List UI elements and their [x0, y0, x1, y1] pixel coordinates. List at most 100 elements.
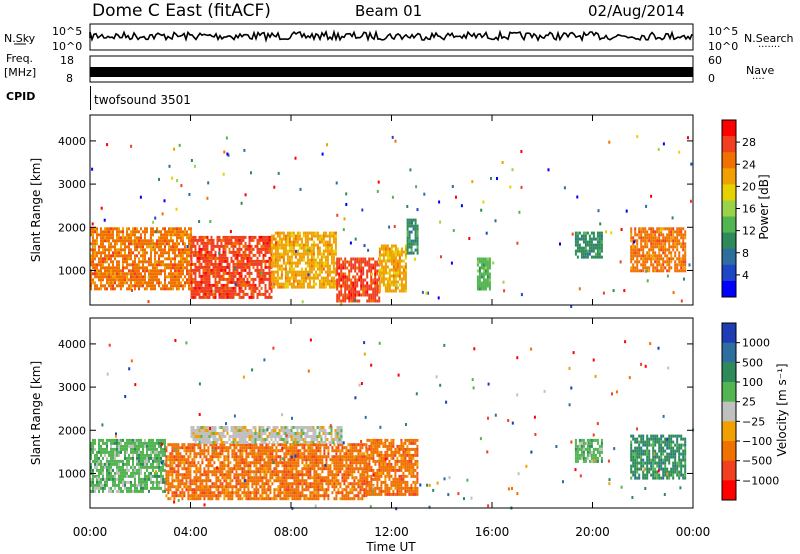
data-cell — [274, 252, 277, 256]
data-cell — [156, 266, 158, 270]
data-cell — [172, 272, 174, 276]
data-cell — [259, 479, 262, 483]
data-cell — [184, 260, 186, 264]
data-cell — [211, 482, 214, 486]
data-cell — [182, 260, 184, 264]
data-cell — [154, 450, 156, 454]
data-cell — [319, 452, 322, 456]
data-cell — [160, 263, 162, 267]
data-cell — [295, 467, 298, 471]
data-cell — [278, 282, 281, 286]
data-cell — [358, 290, 361, 294]
data-cell — [249, 491, 252, 495]
data-cell — [246, 280, 249, 284]
data-cell — [340, 299, 343, 303]
data-cell — [297, 443, 300, 447]
data-cell — [94, 266, 96, 270]
data-cell — [638, 251, 641, 255]
data-cell — [215, 485, 218, 489]
data-cell — [110, 248, 112, 252]
data-cell — [150, 269, 152, 273]
data-cell — [390, 289, 393, 293]
data-cell — [124, 272, 126, 276]
data-cell — [136, 230, 138, 234]
data-cell — [104, 272, 106, 276]
data-cell — [263, 473, 266, 477]
data-cell — [286, 282, 289, 286]
data-cell — [98, 483, 100, 487]
data-cell — [266, 289, 269, 293]
data-cell — [100, 263, 102, 267]
data-cell — [232, 292, 235, 296]
data-cell — [220, 259, 223, 263]
data-cell — [173, 455, 176, 459]
data-cell — [251, 443, 254, 447]
data-cell — [311, 455, 314, 459]
data-cell — [258, 241, 261, 245]
data-cell — [625, 209, 628, 213]
data-cell — [120, 474, 122, 478]
data-cell — [195, 488, 198, 492]
data-cell — [326, 261, 329, 265]
data-cell — [237, 449, 240, 453]
data-cell — [306, 252, 309, 256]
data-cell — [180, 269, 182, 273]
data-cell — [102, 486, 104, 490]
data-cell — [96, 459, 98, 463]
data-cell — [94, 257, 96, 261]
data-cell — [287, 464, 290, 468]
data-cell — [269, 452, 272, 456]
data-cell — [221, 485, 224, 489]
data-cell — [277, 443, 280, 447]
data-cell — [668, 266, 671, 270]
data-cell — [130, 465, 132, 469]
data-cell — [482, 200, 485, 204]
data-cell — [331, 449, 334, 453]
data-cell — [201, 452, 204, 456]
data-cell — [152, 230, 154, 234]
data-cell — [328, 267, 331, 271]
data-cell — [194, 295, 197, 299]
data-cell — [312, 279, 315, 283]
data-cell — [231, 452, 234, 456]
data-cell — [229, 473, 232, 477]
data-cell — [224, 259, 227, 263]
data-cell — [303, 494, 306, 498]
data-cell — [92, 251, 94, 255]
data-cell — [386, 286, 389, 290]
data-cell — [287, 491, 290, 495]
data-cell — [176, 272, 178, 276]
data-cell — [112, 230, 114, 234]
data-cell — [484, 266, 487, 270]
data-cell — [664, 242, 667, 246]
data-cell — [118, 465, 120, 469]
data-cell — [309, 452, 312, 456]
data-cell — [96, 263, 98, 267]
data-cell — [162, 465, 164, 469]
data-cell — [335, 455, 338, 459]
data-cell — [249, 464, 252, 468]
data-cell — [288, 249, 291, 253]
data-cell — [160, 456, 162, 460]
data-cell — [176, 275, 178, 279]
data-cell — [198, 283, 201, 287]
data-cell — [169, 488, 172, 492]
data-cell — [146, 468, 148, 472]
data-cell — [176, 242, 178, 246]
data-cell — [338, 281, 341, 285]
data-cell — [300, 273, 303, 277]
data-cell — [227, 458, 230, 462]
data-cell — [250, 271, 253, 275]
data-cell — [323, 467, 326, 471]
data-cell — [346, 278, 349, 282]
data-cell — [636, 239, 639, 243]
data-cell — [254, 244, 257, 248]
data-cell — [250, 286, 253, 290]
data-cell — [116, 465, 118, 469]
data-cell — [94, 474, 96, 478]
data-cell — [356, 272, 359, 276]
data-cell — [212, 265, 215, 269]
freq-left-top: 18 — [60, 54, 74, 67]
data-cell — [408, 224, 411, 228]
data-cell — [650, 242, 653, 246]
